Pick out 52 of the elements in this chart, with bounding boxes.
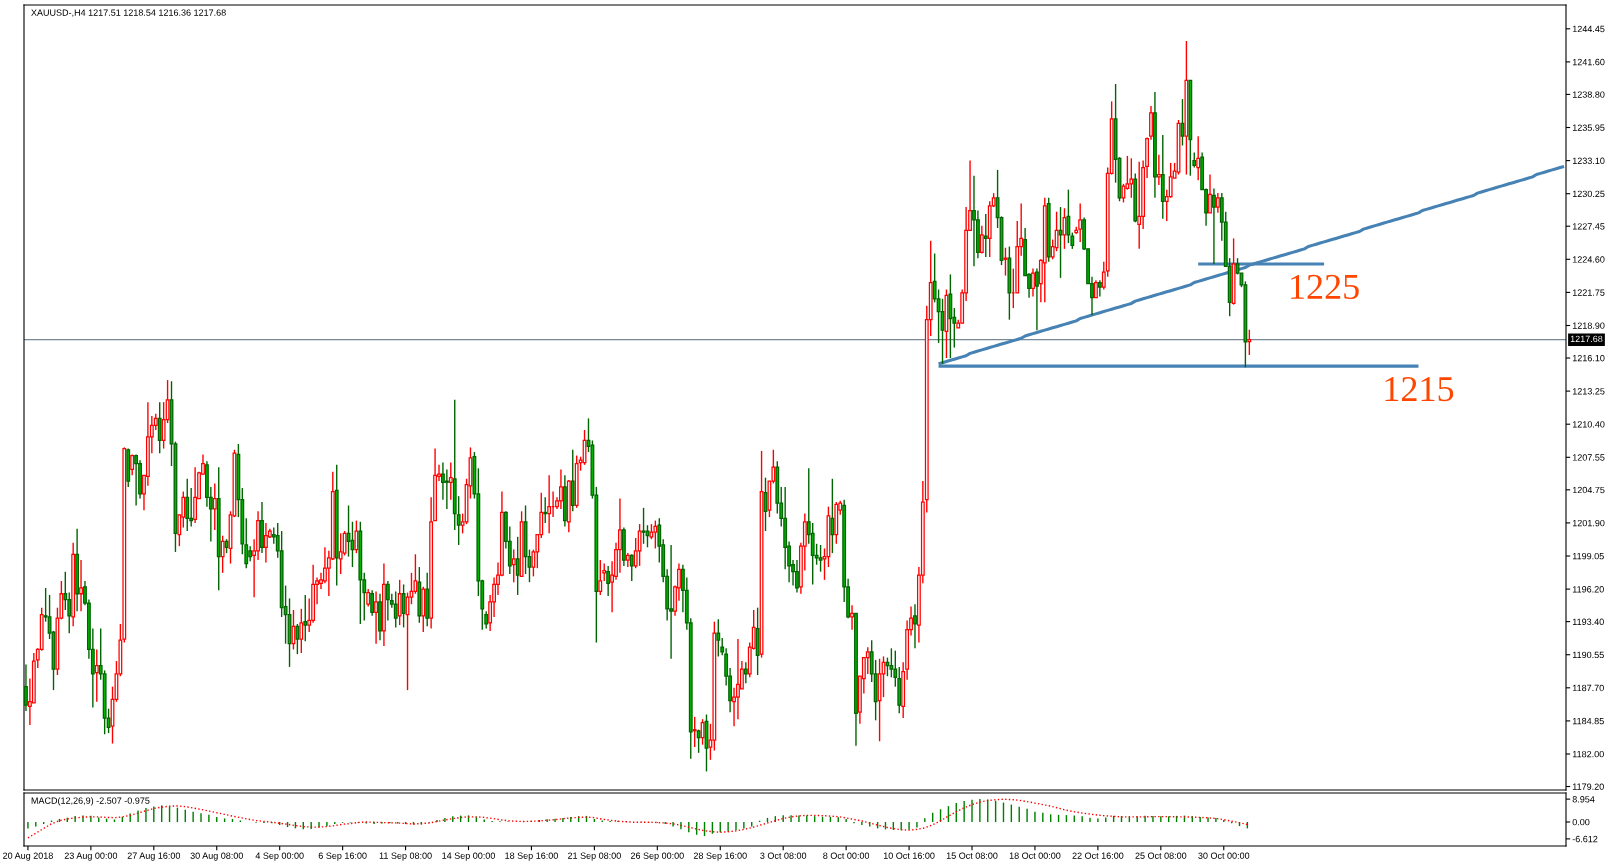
x-tick-label: 11 Sep 08:00 [379,852,432,861]
x-tick-label: 27 Aug 16:00 [127,852,181,861]
y-tick-label: 1196.20 [1572,586,1604,593]
x-tick-label: 18 Sep 16:00 [505,852,558,861]
y-tick-label: 1184.85 [1572,717,1604,725]
series-label: 1225 [1291,274,1359,300]
x-tick-label: 6 Sep 16:00 [318,852,367,861]
x-tick-label: 3 Oct 08:00 [760,852,807,859]
x-tick-label: 23 Aug 00:00 [64,852,118,861]
y-tick-label: 1230.25 [1572,190,1605,198]
series-label: 1215 [1385,377,1454,402]
x-tick-label: 8 Oct 00:00 [823,852,870,859]
x-tick-label: 4 Sep 00:00 [255,852,304,861]
x-tick-label: 25 Oct 08:00 [1135,852,1187,859]
y-tick-label: -6.612 [1572,835,1598,843]
y-tick-label: 1187.70 [1572,684,1604,692]
y-tick-label: 1199.05 [1572,552,1604,560]
x-tick-label: 10 Oct 16:00 [883,852,935,859]
y-tick-label: 1244.45 [1572,25,1605,33]
y-tick-label: 1190.55 [1572,651,1604,659]
y-tick-label: 8.954 [1572,796,1595,803]
y-tick-label: 1233.10 [1572,157,1605,164]
x-tick-label: 20 Aug 2018 [3,852,53,861]
y-tick-label: 1204.75 [1572,486,1605,494]
ref-line-label: 1217.68 [1570,335,1603,343]
x-tick-label: 22 Oct 16:00 [1072,852,1124,859]
y-tick-label: 1241.60 [1572,58,1605,66]
x-tick-label: 28 Sep 16:00 [693,852,747,861]
y-tick-label: 1179.20 [1572,783,1604,790]
y-tick-label: 1224.60 [1572,256,1605,263]
x-tick-label: 30 Oct 00:00 [1198,852,1250,859]
x-tick-label: 21 Sep 08:00 [567,852,621,861]
y-tick-label: 1182.00 [1572,750,1604,758]
x-tick-label: 18 Oct 00:00 [1009,852,1061,859]
x-tick-label: 14 Sep 00:00 [442,852,496,861]
y-tick-label: 1207.55 [1572,454,1605,461]
y-tick-label: 1201.90 [1572,519,1605,527]
x-tick-label: 26 Sep 00:00 [630,852,684,861]
y-tick-label: 1235.95 [1572,124,1605,131]
y-tick-label: 1218.90 [1572,322,1605,329]
chart-title: XAUUSD-,H4 1217.51 1218.54 1216.36 1217.68 [31,9,226,17]
x-tick-label: 30 Aug 08:00 [190,852,244,861]
y-tick-label: 1210.40 [1572,421,1605,428]
y-tick-label: 1221.75 [1572,289,1605,296]
y-tick-label: 1238.80 [1572,91,1605,98]
y-tick-label: 1193.40 [1572,618,1604,625]
y-tick-label: 1227.45 [1572,223,1605,230]
chart-title: MACD(12,26,9) -2.507 -0.975 [31,797,150,806]
y-tick-label: 1213.25 [1572,388,1605,395]
x-tick-label: 15 Oct 08:00 [946,852,998,859]
y-tick-label: 0.00 [1572,818,1590,826]
y-tick-label: 1216.10 [1572,354,1605,362]
